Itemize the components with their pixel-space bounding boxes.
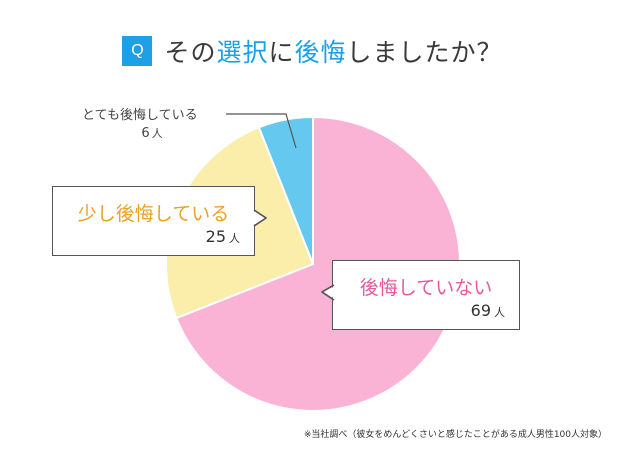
leader-line — [226, 113, 297, 149]
footnote: ※当社調べ（彼女をめんどくさいと感じたことがある成人男性100人対象） — [303, 430, 607, 440]
callout-not-regret: 後悔していない 69 人 — [332, 260, 520, 330]
title-highlight: 選択 — [216, 38, 269, 67]
title-highlight: 後悔 — [294, 38, 347, 67]
title-part: しましたか？ — [346, 38, 503, 67]
title-row: Q その選択に後悔しましたか？ — [0, 31, 625, 71]
slice-label-very-regret: とても後悔している — [82, 108, 198, 123]
slice-value-little-regret: 25 人 — [205, 227, 240, 246]
slice-label-little-regret: 少し後悔している — [77, 203, 230, 225]
slice-label-not-regret: 後悔していない — [359, 277, 493, 299]
slice-value-not-regret: 69 人 — [470, 301, 505, 320]
slice-very-regret — [257, 115, 314, 265]
callout-little-regret: 少し後悔している 25 人 — [52, 186, 255, 256]
title-part: に — [268, 38, 295, 67]
slice-not-regret — [175, 115, 461, 412]
question-badge: Q — [122, 36, 153, 66]
title-part: その — [164, 38, 217, 67]
page-title: その選択に後悔しましたか？ — [164, 33, 502, 69]
